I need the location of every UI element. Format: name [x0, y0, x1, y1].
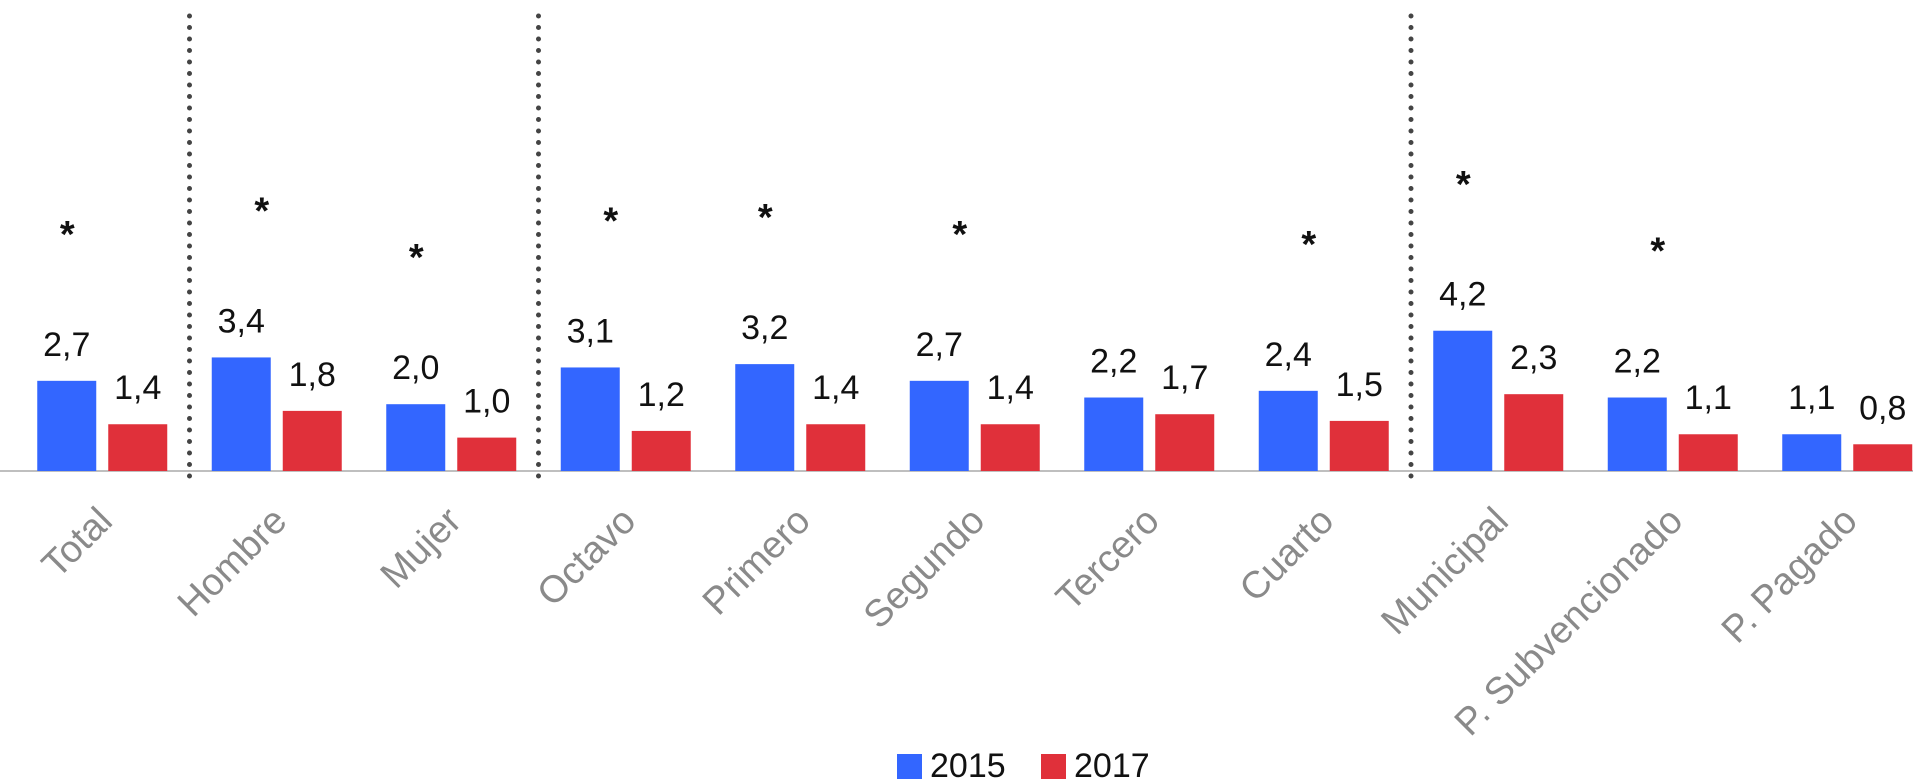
value-label: 1,1 [1685, 379, 1732, 417]
value-label: 3,1 [567, 312, 614, 350]
significance-mark: * [1650, 231, 1665, 273]
value-label: 3,2 [741, 309, 788, 347]
x-tick-label: Octavo [529, 500, 644, 615]
bar [735, 364, 795, 471]
x-tick-label: Hombre [170, 500, 295, 625]
bar [980, 424, 1040, 471]
bar [1853, 444, 1913, 471]
bar [211, 357, 271, 471]
significance-mark: * [1456, 164, 1471, 206]
significance-mark: * [409, 237, 424, 279]
value-label: 1,8 [289, 356, 336, 394]
bar [1258, 390, 1318, 471]
bar [1782, 434, 1842, 471]
bar [806, 424, 866, 471]
bar [386, 404, 446, 471]
value-label: 2,7 [43, 326, 90, 364]
value-label: 1,0 [463, 383, 510, 421]
x-tick-label: Segundo [856, 500, 993, 637]
bar [457, 437, 517, 471]
bar [909, 380, 969, 471]
x-tick-label: Cuarto [1232, 500, 1342, 610]
significance-mark: * [60, 214, 75, 256]
significance-mark: * [1301, 224, 1316, 266]
x-tick-label: Primero [695, 500, 819, 624]
bar [1504, 394, 1564, 471]
bar [37, 380, 97, 471]
bar [631, 430, 691, 471]
legend-swatch [1041, 754, 1066, 779]
bar [1329, 420, 1389, 471]
value-label: 1,4 [812, 369, 859, 407]
value-label: 1,5 [1336, 366, 1383, 404]
bar [282, 410, 342, 471]
value-label: 2,2 [1614, 343, 1661, 381]
value-label: 2,7 [916, 326, 963, 364]
x-tick-label: Total [34, 500, 120, 586]
value-label: 1,4 [987, 369, 1034, 407]
x-tick-label: Mujer [373, 500, 470, 597]
bar [108, 424, 168, 471]
x-tick-label: Tercero [1048, 500, 1167, 619]
significance-mark: * [758, 197, 773, 239]
value-label: 2,4 [1265, 336, 1312, 374]
legend-label: 2017 [1074, 747, 1150, 783]
value-label: 1,4 [114, 369, 161, 407]
bar [1607, 397, 1667, 471]
significance-mark: * [603, 200, 618, 242]
legend-label: 2015 [930, 747, 1006, 783]
value-label: 0,8 [1859, 389, 1906, 427]
value-label: 2,0 [392, 349, 439, 387]
x-tick-label: Municipal [1373, 500, 1516, 643]
value-label: 2,3 [1510, 339, 1557, 377]
bar [1678, 434, 1738, 471]
x-tick-label: P. Pagado [1714, 500, 1866, 652]
value-label: 3,4 [218, 302, 265, 340]
significance-mark: * [952, 214, 967, 256]
bar [560, 367, 620, 471]
legend-swatch [897, 754, 922, 779]
value-label: 1,1 [1788, 379, 1835, 417]
value-label: 2,2 [1090, 343, 1137, 381]
bar [1433, 330, 1493, 471]
value-label: 1,7 [1161, 359, 1208, 397]
bar [1084, 397, 1144, 471]
value-label: 4,2 [1439, 276, 1486, 314]
bar [1155, 414, 1215, 471]
significance-mark: * [254, 190, 269, 232]
value-label: 1,2 [638, 376, 685, 414]
